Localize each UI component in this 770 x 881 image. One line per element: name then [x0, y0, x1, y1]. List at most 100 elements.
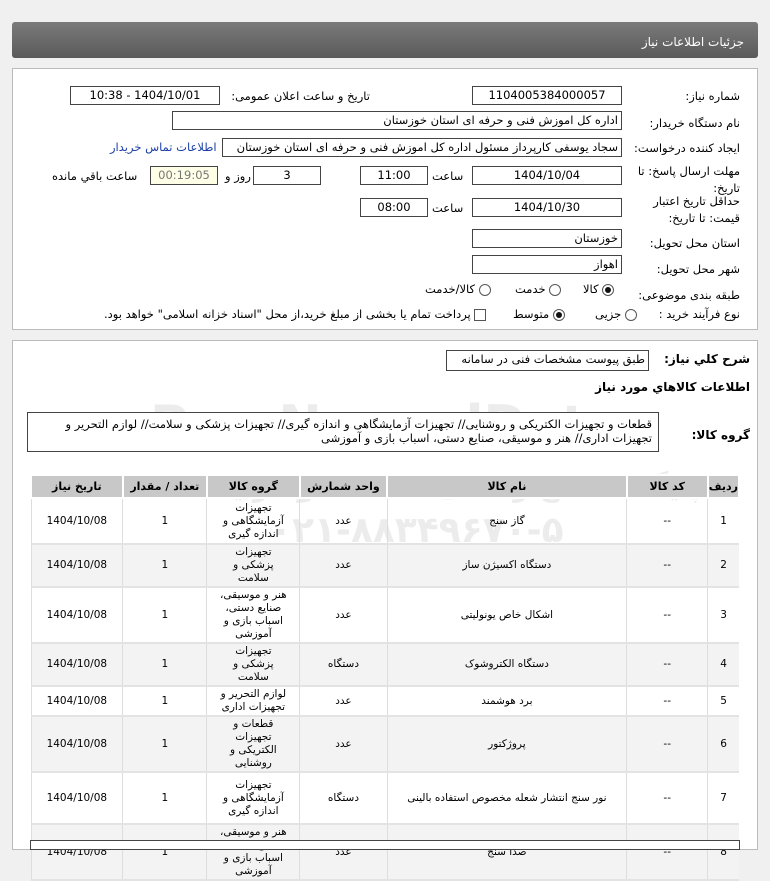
goods-group-field: قطعات و تجهیزات الکتریکی و روشنایی// تجه…	[27, 412, 659, 452]
table-cell: عدد	[299, 716, 388, 773]
table-cell: عدد	[299, 686, 388, 717]
table-cell: تجهیزات پزشکی و سلامت	[206, 643, 300, 687]
table-cell: 3	[707, 587, 739, 644]
table-cell: عدد	[299, 544, 388, 588]
table-cell: --	[626, 498, 708, 545]
table-row: 5 -- برد هوشمند عدد لوازم التحریر و تجهیزات …	[30, 686, 739, 717]
validity-date-field: 1404/10/30	[472, 198, 622, 217]
table-cell: --	[626, 587, 708, 644]
table-cell: 1404/10/08	[30, 772, 123, 825]
need-number-label: شماره نیاز:	[685, 89, 740, 103]
table-cell: تجهیزات پزشکی و سلامت	[206, 544, 300, 588]
table-row: 2 -- دستگاه اکسیژن ساز عدد تجهیزات پزشکی و س…	[30, 544, 739, 588]
table-cell: --	[626, 643, 708, 687]
announce-label: تاریخ و ساعت اعلان عمومی:	[231, 89, 370, 103]
table-cell: 8	[707, 824, 739, 881]
validity-label: حداقل تاریخ اعتبار قیمت: تا تاریخ:	[653, 194, 740, 225]
validity-time-label: ساعت	[432, 201, 464, 215]
table-row: 6 -- پروژکتور عدد قطعات و تجهیزات الکتریکی و…	[30, 716, 739, 773]
table-cell: 1	[122, 498, 207, 545]
category-option-goods-service[interactable]: کالا/خدمت	[425, 282, 491, 296]
table-cell: 1	[122, 716, 207, 773]
table-cell: 1404/10/08	[30, 824, 123, 881]
table-cell: اشکال خاص یونولیتی	[386, 587, 627, 644]
radio-icon[interactable]	[624, 308, 637, 321]
deadline-time-label: ساعت	[432, 169, 464, 183]
table-cell: 7	[707, 772, 739, 825]
category-option-service[interactable]: خدمت	[515, 282, 562, 296]
table-cell: دستگاه اکسیژن ساز	[386, 544, 627, 588]
column-header: ردیف	[706, 474, 741, 499]
goods-section-title: اطلاعات کالاهاي مورد نیاز	[595, 380, 750, 394]
remaining-time-field: 00:19:05	[150, 166, 218, 185]
table-cell: گاز سنج	[386, 498, 627, 545]
process-option-medium[interactable]: متوسط	[513, 307, 565, 321]
table-row: 3 -- اشکال خاص یونولیتی عدد هنر و موسیقی، صن…	[30, 587, 739, 644]
days-field: 3	[253, 166, 321, 185]
process-label: نوع فرآیند خرید :	[658, 307, 740, 321]
table-cell: 1	[122, 587, 207, 644]
province-field: خوزستان	[472, 229, 622, 248]
table-row: 4 -- دستگاه الکتروشوک دستگاه تجهیزات پزشکی و…	[30, 643, 739, 687]
table-row: 1 -- گاز سنج عدد تجهیزات آزمایشگاهی و اندازه…	[30, 498, 739, 545]
radio-icon[interactable]	[549, 283, 562, 296]
table-cell: --	[626, 772, 708, 825]
column-header: تعداد / مقدار	[121, 474, 208, 499]
table-cell: 2	[707, 544, 739, 588]
remaining-label: ساعت باقي مانده	[52, 169, 138, 183]
table-cell: دستگاه الکتروشوک	[386, 643, 627, 687]
table-cell: برد هوشمند	[386, 686, 627, 717]
table-cell: --	[626, 824, 708, 881]
table-cell: عدد	[299, 498, 388, 545]
table-cell: 1	[122, 824, 207, 881]
deadline-date-field: 1404/10/04	[472, 166, 622, 185]
process-option-minor[interactable]: جزیی	[595, 307, 637, 321]
table-cell: هنر و موسیقی، صنایع دستی، اسباب بازی و آ…	[206, 587, 300, 644]
column-header: کد کالا	[625, 474, 709, 499]
table-cell: تجهیزات آزمایشگاهی و اندازه گیری	[206, 772, 300, 825]
radio-checked-icon[interactable]	[602, 283, 615, 296]
column-header: تاریخ نیاز	[30, 474, 124, 499]
table-cell: 1	[122, 686, 207, 717]
table-cell: عدد	[299, 587, 388, 644]
creator-label: ایجاد کننده درخواست:	[634, 141, 740, 155]
radio-checked-icon[interactable]	[552, 308, 565, 321]
table-cell: هنر و موسیقی، صنایع دستی، اسباب بازی و آ…	[206, 824, 300, 881]
table-cell: --	[626, 686, 708, 717]
table-cell: 1404/10/08	[30, 716, 123, 773]
column-header: نام کالا	[386, 474, 628, 499]
table-cell: 1404/10/08	[30, 544, 123, 588]
table-row: 7 -- نور سنج انتشار شعله مخصوص استفاده بال…	[30, 772, 739, 825]
table-cell: دستگاه	[299, 643, 388, 687]
table-cell: عدد	[299, 824, 388, 881]
announce-field: 1404/10/01 - 10:38	[70, 86, 220, 105]
need-number-field: 1104005384000057	[472, 86, 622, 105]
table-cell: 1	[122, 643, 207, 687]
payment-option[interactable]: پرداخت تمام یا بخشی از مبلغ خرید،از محل …	[104, 307, 487, 321]
table-cell: دستگاه	[299, 772, 388, 825]
summary-label: شرح کلي نیاز:	[664, 352, 750, 366]
next-section-box	[30, 840, 740, 850]
buyer-contact-link[interactable]: اطلاعات تماس خریدار	[110, 140, 217, 154]
table-cell: 1404/10/08	[30, 587, 123, 644]
buyer-field: اداره کل اموزش فنی و حرفه ای استان خوزست…	[172, 111, 622, 130]
goods-table: ردیف کد کالا نام کالا واحد شمارش گروه کالا تع…	[30, 474, 741, 881]
page-title: جزئیات اطلاعات نیاز	[641, 35, 744, 49]
table-cell: 1404/10/08	[30, 643, 123, 687]
deadline-time-field: 11:00	[360, 166, 428, 185]
payment-note: پرداخت تمام یا بخشی از مبلغ خرید،از محل …	[104, 307, 471, 321]
table-cell: 1	[122, 772, 207, 825]
table-cell: قطعات و تجهیزات الکتریکی و روشنایی	[206, 716, 300, 773]
table-cell: نور سنج انتشار شعله مخصوص استفاده بالینی	[386, 772, 627, 825]
table-cell: 1	[122, 544, 207, 588]
table-cell: 1	[707, 498, 739, 545]
table-cell: لوازم التحریر و تجهیزات اداری	[206, 686, 300, 717]
checkbox-icon[interactable]	[474, 308, 487, 321]
column-header: گروه کالا	[205, 474, 301, 499]
category-option-goods[interactable]: کالا	[583, 282, 615, 296]
radio-icon[interactable]	[478, 283, 491, 296]
days-label: روز و	[225, 169, 251, 183]
buyer-label: نام دستگاه خریدار:	[649, 116, 740, 130]
column-header: واحد شمارش	[298, 474, 389, 499]
